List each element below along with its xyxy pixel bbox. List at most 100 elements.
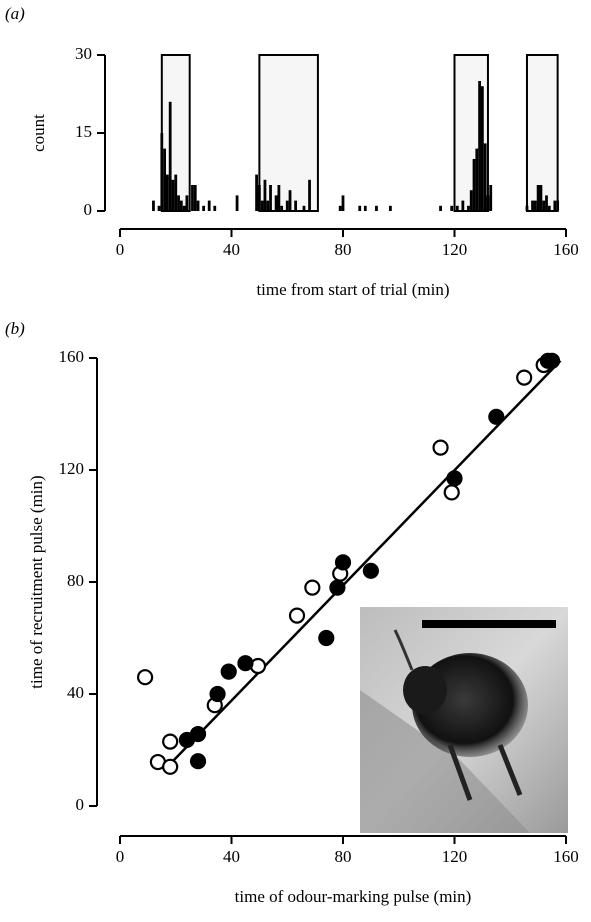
- open-point: [443, 484, 460, 501]
- bar: [480, 86, 484, 211]
- fit-line: [166, 359, 562, 768]
- filled-point: [237, 655, 254, 672]
- open-point: [516, 369, 533, 386]
- bar: [478, 81, 481, 211]
- bar: [152, 200, 155, 211]
- y-tick-label: 30: [75, 44, 92, 63]
- bar: [165, 174, 169, 211]
- y-tick-label: 0: [84, 200, 93, 219]
- bar: [439, 205, 442, 211]
- bar: [545, 195, 548, 211]
- bar: [450, 205, 454, 211]
- bar: [455, 205, 459, 211]
- x-tick-label: 40: [223, 847, 240, 866]
- y-tick-label: 40: [67, 683, 84, 702]
- filled-point: [220, 663, 237, 680]
- bar: [182, 205, 186, 211]
- x-tick-label: 80: [335, 240, 352, 259]
- filled-point: [334, 554, 352, 571]
- bar: [280, 205, 284, 211]
- bar: [469, 190, 473, 211]
- bar: [168, 101, 172, 211]
- bar: [302, 205, 306, 211]
- x-tick-label: 160: [553, 847, 579, 866]
- bar: [338, 205, 342, 211]
- panel-label: (b): [5, 319, 25, 338]
- filled-point: [209, 685, 226, 703]
- filled-point: [543, 352, 561, 369]
- bar: [260, 200, 264, 211]
- bar: [472, 159, 476, 211]
- y-tick-label: 120: [59, 459, 85, 478]
- bar: [160, 133, 164, 211]
- x-tick-label: 40: [223, 240, 240, 259]
- bar: [388, 205, 392, 211]
- filled-point: [189, 725, 207, 743]
- bar: [163, 148, 166, 211]
- bar: [461, 200, 465, 211]
- bar: [185, 195, 189, 211]
- panel-label: (a): [5, 4, 25, 23]
- open-point: [304, 579, 321, 596]
- bar: [177, 195, 180, 211]
- open-point: [136, 669, 154, 686]
- bar: [531, 200, 534, 211]
- y-tick-label: 0: [76, 795, 85, 814]
- filled-point: [329, 579, 346, 596]
- bar: [375, 205, 378, 211]
- x-tick-label: 0: [116, 240, 125, 259]
- filled-point: [488, 408, 505, 425]
- filled-point: [446, 470, 463, 487]
- y-tick-label: 15: [75, 122, 92, 141]
- filled-point: [189, 753, 207, 770]
- bar: [255, 174, 258, 211]
- bar: [363, 205, 367, 211]
- bar: [274, 195, 278, 211]
- bar: [536, 185, 540, 211]
- bar: [263, 179, 267, 211]
- filled-point: [318, 629, 335, 647]
- open-point: [162, 758, 179, 775]
- bar: [547, 205, 551, 211]
- bar: [542, 200, 546, 211]
- x-tick-label: 0: [116, 847, 125, 866]
- bar: [257, 185, 261, 211]
- bar: [486, 195, 490, 211]
- bar: [483, 143, 487, 211]
- bar: [533, 200, 537, 211]
- x-tick-label: 120: [442, 240, 468, 259]
- bar: [525, 205, 529, 211]
- bar: [235, 195, 239, 211]
- x-tick-label: 160: [553, 240, 579, 259]
- bar: [553, 200, 557, 211]
- bar: [285, 200, 289, 211]
- bar: [202, 205, 206, 211]
- y-axis-label: time of recruitment pulse (min): [27, 475, 46, 688]
- bar: [556, 200, 560, 211]
- bar: [207, 200, 211, 211]
- bar: [179, 200, 183, 211]
- x-axis-label: time from start of trial (min): [256, 280, 449, 299]
- bar: [213, 205, 217, 211]
- bar: [475, 148, 479, 211]
- y-tick-label: 80: [67, 571, 84, 590]
- bar: [341, 195, 345, 211]
- bar: [269, 185, 272, 211]
- x-tick-label: 80: [335, 847, 352, 866]
- bar: [157, 205, 161, 211]
- bar: [539, 185, 543, 211]
- bar: [358, 205, 362, 211]
- bar: [171, 179, 175, 211]
- open-point: [288, 607, 306, 624]
- bar: [196, 200, 200, 211]
- bar: [308, 179, 311, 211]
- bar: [191, 185, 194, 211]
- bar: [467, 205, 470, 211]
- bar: [294, 200, 298, 211]
- y-axis-label: count: [29, 114, 48, 152]
- inset-photo: [360, 607, 568, 833]
- bar: [489, 185, 493, 211]
- bar: [174, 174, 178, 211]
- x-axis-label: time of odour-marking pulse (min): [235, 887, 472, 906]
